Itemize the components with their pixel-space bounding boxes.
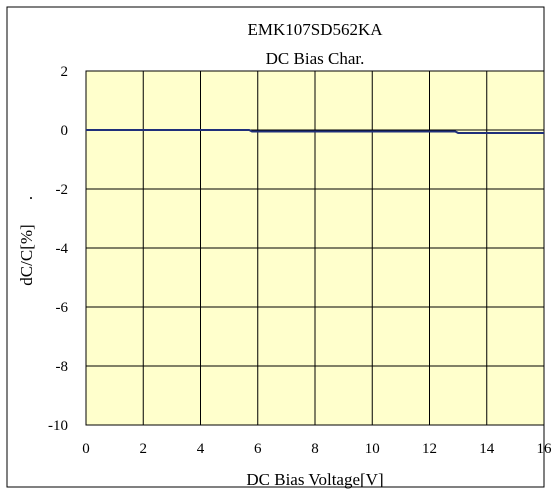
y-tick-label: -6 [56, 300, 69, 316]
series-line-0 [86, 129, 544, 134]
x-tick-label: 14 [479, 441, 495, 457]
x-tick-label: 8 [311, 441, 319, 457]
chart-title: EMK107SD562KA [247, 20, 383, 39]
y-tick-label: -2 [56, 182, 69, 198]
x-tick-label: 4 [197, 441, 205, 457]
y-axis-label-suffix: . [17, 196, 36, 200]
x-tick-label: 16 [537, 441, 551, 457]
y-axis-label: dC/C[%] [17, 224, 36, 285]
y-tick-label: 0 [61, 123, 69, 139]
tick-labels: 0 2 4 6 8 10 12 14 16 2 0 -2 -4 -6 -8 -10 [48, 64, 551, 457]
x-tick-label: 12 [422, 441, 437, 457]
y-tick-label: -10 [48, 418, 68, 434]
x-tick-label: 10 [365, 441, 380, 457]
x-tick-label: 6 [254, 441, 262, 457]
y-tick-label: 2 [61, 64, 69, 80]
y-tick-label: -8 [56, 359, 69, 375]
grid [85, 70, 545, 426]
y-tick-label: -4 [56, 241, 69, 257]
chart-subtitle: DC Bias Char. [266, 49, 365, 68]
x-tick-label: 0 [82, 441, 90, 457]
x-tick-label: 2 [140, 441, 148, 457]
x-axis-label: DC Bias Voltage[V] [246, 470, 383, 489]
series-layer [86, 129, 544, 134]
